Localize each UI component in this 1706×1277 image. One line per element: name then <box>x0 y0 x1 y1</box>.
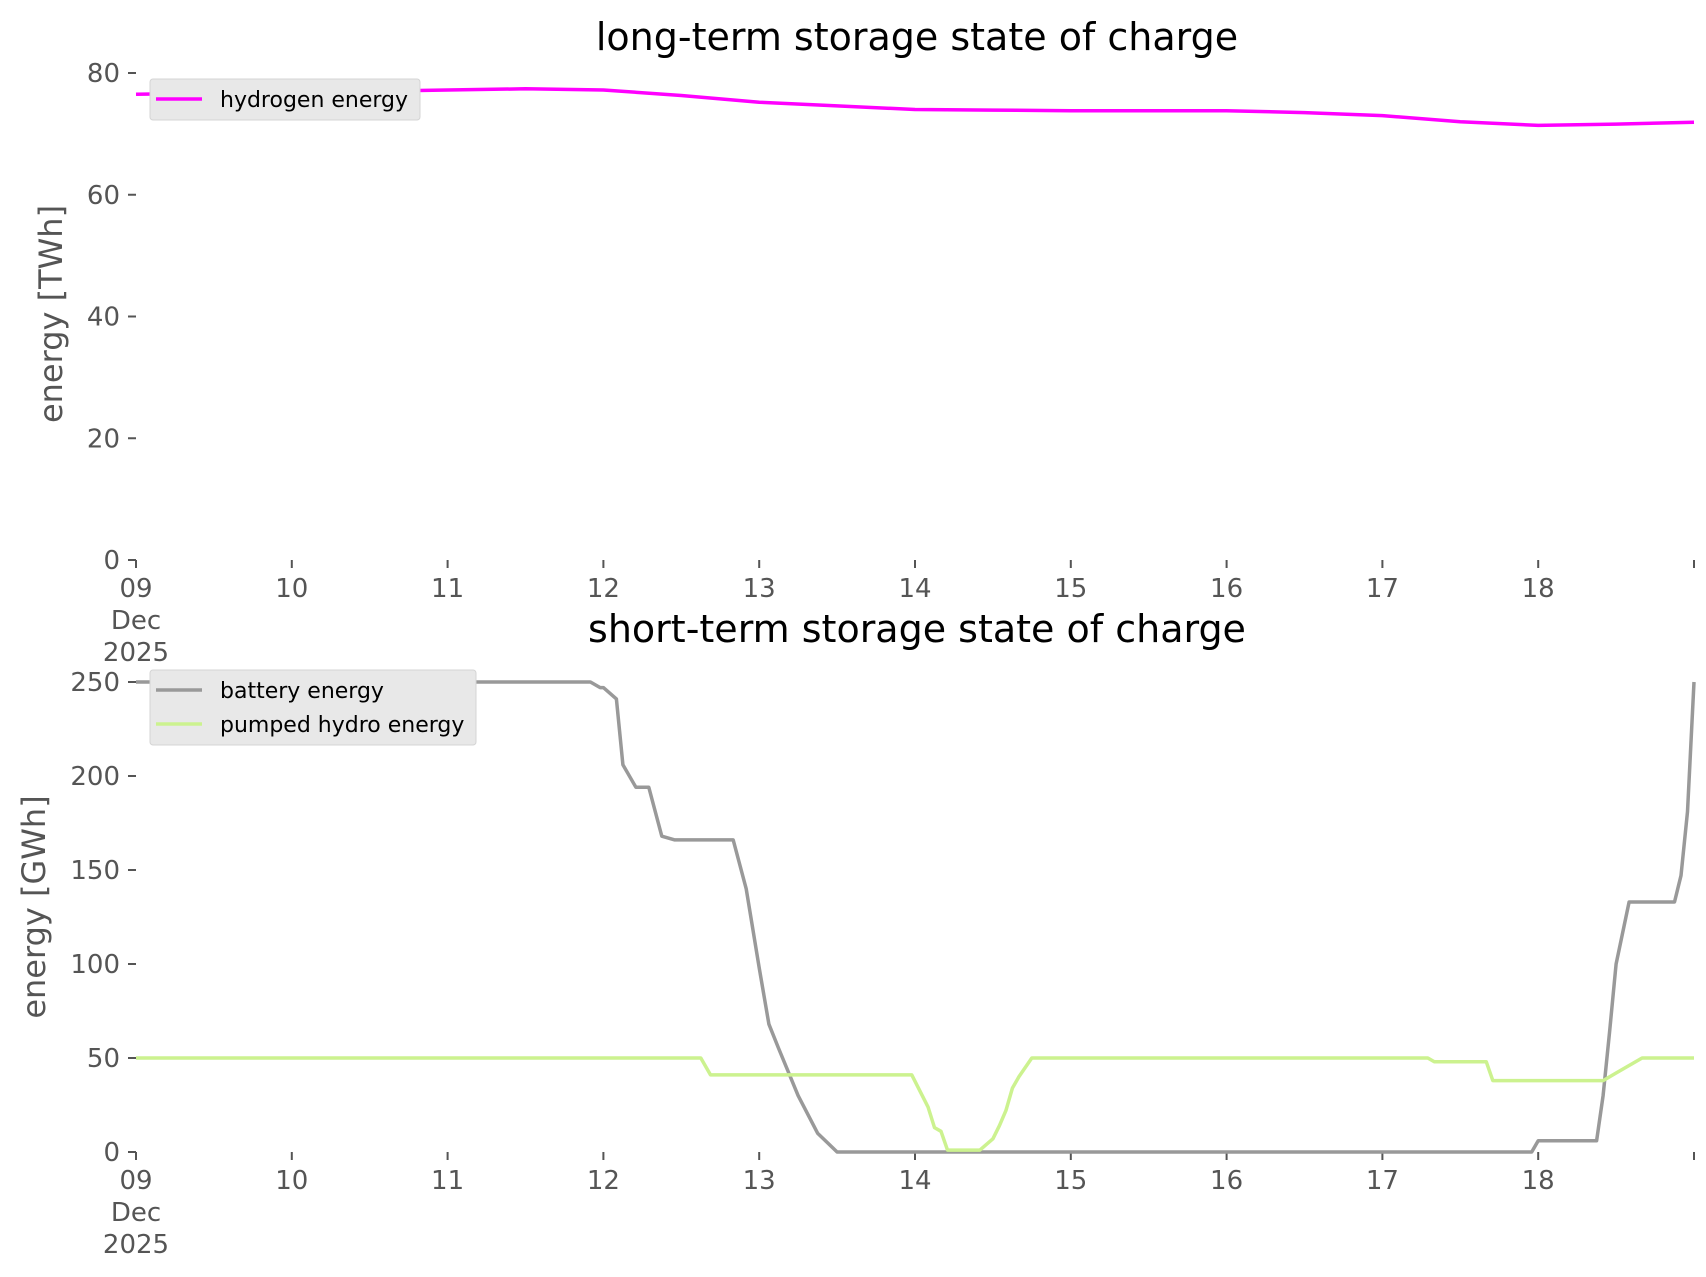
y-tick-label: 40 <box>87 303 120 333</box>
short-term-storage-chart: short-term storage state of charge energ… <box>15 607 1696 1260</box>
x-tick-label: 13 <box>743 574 776 604</box>
y-tick-label: 60 <box>87 181 120 211</box>
y-tick-label: 0 <box>103 1138 120 1168</box>
x-tick-label: 15 <box>1054 1166 1087 1196</box>
x-tick-label: Dec <box>111 606 161 636</box>
x-tick-label: 10 <box>275 1166 308 1196</box>
legend-entry: battery energy <box>220 679 384 704</box>
legend: hydrogen energy <box>149 78 421 121</box>
y-axis-label: energy [TWh] <box>32 205 70 423</box>
y-ticks: 0 50 100 150 200 250 <box>70 668 136 1168</box>
legend: battery energy pumped hydro energy <box>149 669 477 746</box>
legend-entry: hydrogen energy <box>220 88 408 113</box>
x-tick-label: 13 <box>743 1166 776 1196</box>
x-tick-label: 2025 <box>103 638 169 668</box>
x-tick-label: 16 <box>1210 1166 1243 1196</box>
y-tick-label: 80 <box>87 59 120 89</box>
legend-box <box>149 669 477 746</box>
y-tick-label: 50 <box>87 1044 120 1074</box>
chart-title: short-term storage state of charge <box>588 607 1246 651</box>
y-tick-label: 250 <box>70 668 120 698</box>
y-tick-label: 20 <box>87 424 120 454</box>
x-tick-label: 2025 <box>103 1230 169 1260</box>
y-tick-label: 0 <box>103 546 120 576</box>
y-tick-label: 100 <box>70 950 120 980</box>
y-ticks: 0 20 40 60 80 <box>87 59 136 576</box>
x-tick-label: 18 <box>1522 574 1555 604</box>
x-tick-label: 10 <box>275 574 308 604</box>
legend-box <box>149 78 421 121</box>
series-line-1 <box>136 680 1696 1154</box>
series-lines <box>136 680 1696 1154</box>
x-tick-label: 17 <box>1366 574 1399 604</box>
x-tick-label: 09 <box>119 1166 152 1196</box>
x-tick-label: 14 <box>898 1166 931 1196</box>
x-tick-label: 11 <box>431 1166 464 1196</box>
x-tick-label: 16 <box>1210 574 1243 604</box>
x-tick-label: 14 <box>898 574 931 604</box>
chart-title: long-term storage state of charge <box>596 15 1238 59</box>
x-tick-label: 09 <box>119 574 152 604</box>
x-tick-label: 17 <box>1366 1166 1399 1196</box>
series-line-2 <box>136 1056 1694 1152</box>
y-tick-label: 150 <box>70 856 120 886</box>
x-tick-label: 11 <box>431 574 464 604</box>
x-tick-label: 12 <box>587 1166 620 1196</box>
long-term-storage-chart: long-term storage state of charge energy… <box>32 15 1695 668</box>
x-tick-label: 18 <box>1522 1166 1555 1196</box>
legend-entry: pumped hydro energy <box>220 713 464 738</box>
y-tick-label: 200 <box>70 762 120 792</box>
x-tick-label: Dec <box>111 1198 161 1228</box>
x-tick-label: 15 <box>1054 574 1087 604</box>
x-tick-label: 12 <box>587 574 620 604</box>
y-axis-label: energy [GWh] <box>15 795 53 1018</box>
